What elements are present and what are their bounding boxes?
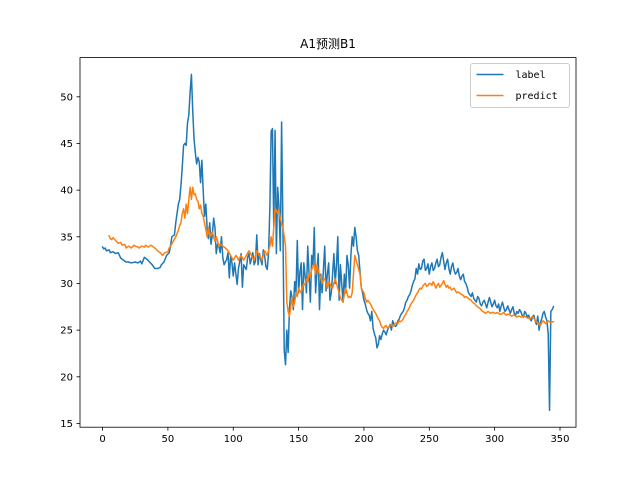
plot-area xyxy=(101,73,555,412)
y-tick-label: 30 xyxy=(60,279,73,290)
series-line-predict xyxy=(108,186,555,330)
x-tick-label: 250 xyxy=(420,434,439,445)
x-tick-label: 300 xyxy=(485,434,504,445)
axes-frame xyxy=(79,57,577,428)
y-tick-label: 40 xyxy=(60,186,73,197)
legend-label-label: label xyxy=(516,70,546,81)
x-tick-label: 350 xyxy=(550,434,569,445)
legend-label-predict: predict xyxy=(516,91,558,102)
y-tick-label: 25 xyxy=(60,326,73,337)
series-line-label xyxy=(101,73,555,412)
x-tick-label: 150 xyxy=(289,434,308,445)
x-tick-label: 50 xyxy=(162,434,175,445)
y-tick-label: 20 xyxy=(60,372,73,383)
chart-title: A1预测B1 xyxy=(300,37,356,51)
x-tick-label: 0 xyxy=(99,434,105,445)
y-tick-label: 50 xyxy=(60,92,73,103)
x-tick-label: 100 xyxy=(224,434,243,445)
legend: label predict xyxy=(470,63,570,108)
x-tick-label: 200 xyxy=(354,434,373,445)
y-tick-label: 35 xyxy=(60,232,73,243)
y-tick-label: 15 xyxy=(60,419,73,430)
axes: 0 50 100 150 200 250 300 350 15 20 25 30 35 40 45 50 xyxy=(60,57,577,445)
y-tick-label: 45 xyxy=(60,139,73,150)
